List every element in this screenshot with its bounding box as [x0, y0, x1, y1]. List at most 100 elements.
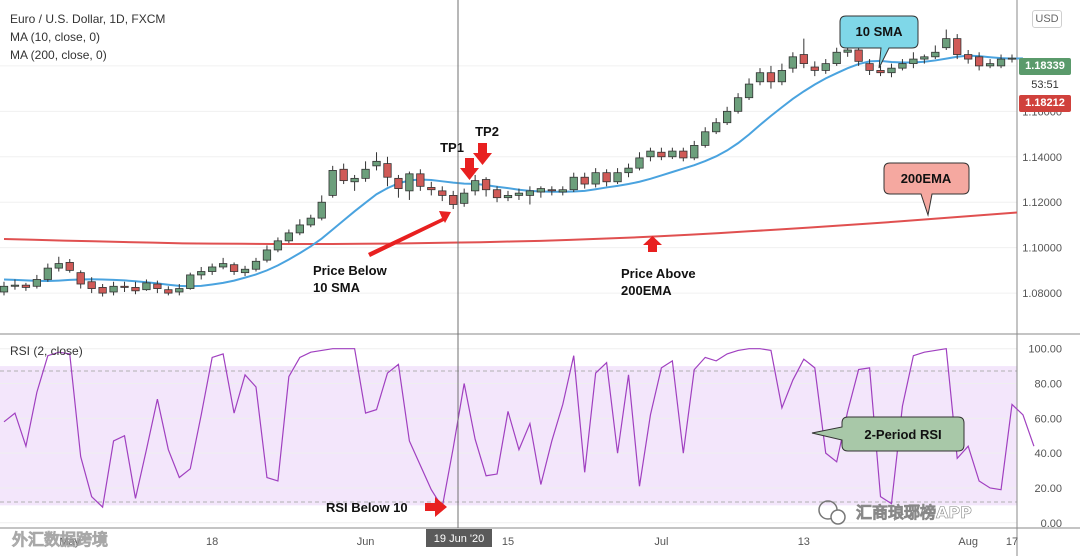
- candle-bearish[interactable]: [131, 287, 140, 292]
- candle-bearish[interactable]: [164, 289, 173, 294]
- candle-bearish[interactable]: [492, 189, 502, 199]
- candle-bullish[interactable]: [624, 167, 633, 174]
- candle-bearish[interactable]: [339, 168, 348, 182]
- candle-bearish[interactable]: [427, 187, 436, 191]
- candle-bearish[interactable]: [449, 195, 458, 205]
- ema200-line[interactable]: [3, 211, 1018, 246]
- candle-bullish[interactable]: [723, 110, 732, 124]
- candle-bearish[interactable]: [865, 63, 874, 71]
- candle-bearish[interactable]: [547, 189, 556, 192]
- candle-bullish[interactable]: [186, 274, 195, 289]
- candle-bearish[interactable]: [65, 262, 74, 271]
- candle-bullish[interactable]: [701, 131, 710, 146]
- candle-bearish[interactable]: [120, 285, 129, 288]
- candle-bullish[interactable]: [284, 232, 293, 242]
- candle-bearish[interactable]: [810, 66, 819, 71]
- candle-bullish[interactable]: [788, 56, 797, 69]
- candle-bullish[interactable]: [350, 177, 359, 183]
- candle-bullish[interactable]: [996, 58, 1006, 67]
- candle-bearish[interactable]: [876, 70, 885, 74]
- candle-bullish[interactable]: [262, 249, 272, 261]
- candle-bearish[interactable]: [854, 49, 863, 62]
- rsi-line[interactable]: [3, 348, 1035, 509]
- candle-bearish[interactable]: [602, 172, 611, 183]
- candle-bearish[interactable]: [953, 38, 962, 55]
- legend-ma10[interactable]: MA (10, close, 0): [10, 30, 101, 44]
- candle-bearish[interactable]: [153, 283, 162, 289]
- legend-ma200[interactable]: MA (200, close, 0): [10, 48, 107, 62]
- candle-bullish[interactable]: [931, 51, 940, 58]
- candle-bullish[interactable]: [613, 172, 622, 183]
- candle-bullish[interactable]: [558, 189, 567, 193]
- candle-bullish[interactable]: [372, 160, 381, 167]
- candle-bullish[interactable]: [109, 285, 118, 293]
- candle-bearish[interactable]: [87, 281, 96, 289]
- candle-bullish[interactable]: [832, 51, 841, 65]
- candle-bullish[interactable]: [668, 150, 677, 158]
- candle-bullish[interactable]: [142, 282, 151, 291]
- candle-bullish[interactable]: [690, 145, 699, 159]
- candle-bullish[interactable]: [240, 268, 250, 274]
- candle-bullish[interactable]: [569, 176, 578, 191]
- candle-bullish[interactable]: [744, 83, 754, 99]
- candle-bearish[interactable]: [76, 272, 85, 285]
- candle-bearish[interactable]: [21, 284, 31, 288]
- candle-bearish[interactable]: [766, 72, 776, 83]
- candle-bullish[interactable]: [405, 173, 414, 192]
- candle-bullish[interactable]: [0, 285, 9, 293]
- candle-bullish[interactable]: [295, 224, 304, 234]
- candle-bullish[interactable]: [1007, 57, 1017, 60]
- candle-bullish[interactable]: [591, 172, 600, 185]
- candle-bullish[interactable]: [985, 63, 995, 67]
- candle-bearish[interactable]: [657, 151, 666, 158]
- sma10-line[interactable]: [3, 54, 1023, 288]
- candle-bullish[interactable]: [536, 188, 545, 193]
- candle-bearish[interactable]: [481, 179, 491, 191]
- candle-bullish[interactable]: [317, 201, 326, 219]
- candle-bearish[interactable]: [799, 54, 808, 65]
- candle-bullish[interactable]: [777, 70, 787, 83]
- candle-bullish[interactable]: [328, 170, 337, 196]
- candle-bullish[interactable]: [821, 63, 830, 71]
- candle-bullish[interactable]: [887, 67, 896, 74]
- candle-bearish[interactable]: [580, 176, 589, 185]
- candle-bullish[interactable]: [306, 217, 315, 226]
- currency-button[interactable]: USD: [1032, 10, 1062, 28]
- candle-bullish[interactable]: [175, 288, 184, 293]
- candle-bullish[interactable]: [909, 58, 918, 65]
- candle-bullish[interactable]: [460, 192, 469, 204]
- candle-bullish[interactable]: [920, 56, 929, 60]
- candle-bearish[interactable]: [964, 54, 973, 60]
- candle-bearish[interactable]: [975, 56, 984, 67]
- candle-bullish[interactable]: [10, 284, 20, 287]
- candle-bullish[interactable]: [646, 150, 655, 158]
- candle-bearish[interactable]: [438, 190, 447, 196]
- candle-bullish[interactable]: [525, 190, 535, 196]
- candle-bullish[interactable]: [361, 168, 370, 179]
- candle-bullish[interactable]: [942, 38, 951, 49]
- candle-bearish[interactable]: [383, 163, 392, 178]
- legend-rsi[interactable]: RSI (2, close): [10, 344, 83, 358]
- candle-bullish[interactable]: [843, 49, 852, 53]
- candle-bullish[interactable]: [635, 157, 644, 169]
- candle-bearish[interactable]: [416, 173, 425, 187]
- candle-bullish[interactable]: [755, 72, 765, 83]
- candle-bullish[interactable]: [471, 180, 480, 192]
- candle-bullish[interactable]: [197, 271, 206, 276]
- candle-bullish[interactable]: [54, 263, 63, 269]
- candle-bullish[interactable]: [251, 260, 261, 270]
- candle-bullish[interactable]: [208, 266, 217, 272]
- candle-bullish[interactable]: [514, 192, 524, 196]
- candle-bullish[interactable]: [43, 267, 52, 280]
- candle-bullish[interactable]: [898, 63, 907, 69]
- candle-bearish[interactable]: [98, 287, 107, 294]
- candle-bullish[interactable]: [219, 263, 228, 268]
- candle-bearish[interactable]: [394, 177, 403, 189]
- candle-bullish[interactable]: [712, 122, 721, 133]
- candle-bullish[interactable]: [32, 279, 41, 287]
- candle-bearish[interactable]: [229, 264, 239, 272]
- candle-bullish[interactable]: [503, 195, 513, 199]
- candle-bullish[interactable]: [273, 240, 283, 251]
- candle-bullish[interactable]: [733, 97, 743, 112]
